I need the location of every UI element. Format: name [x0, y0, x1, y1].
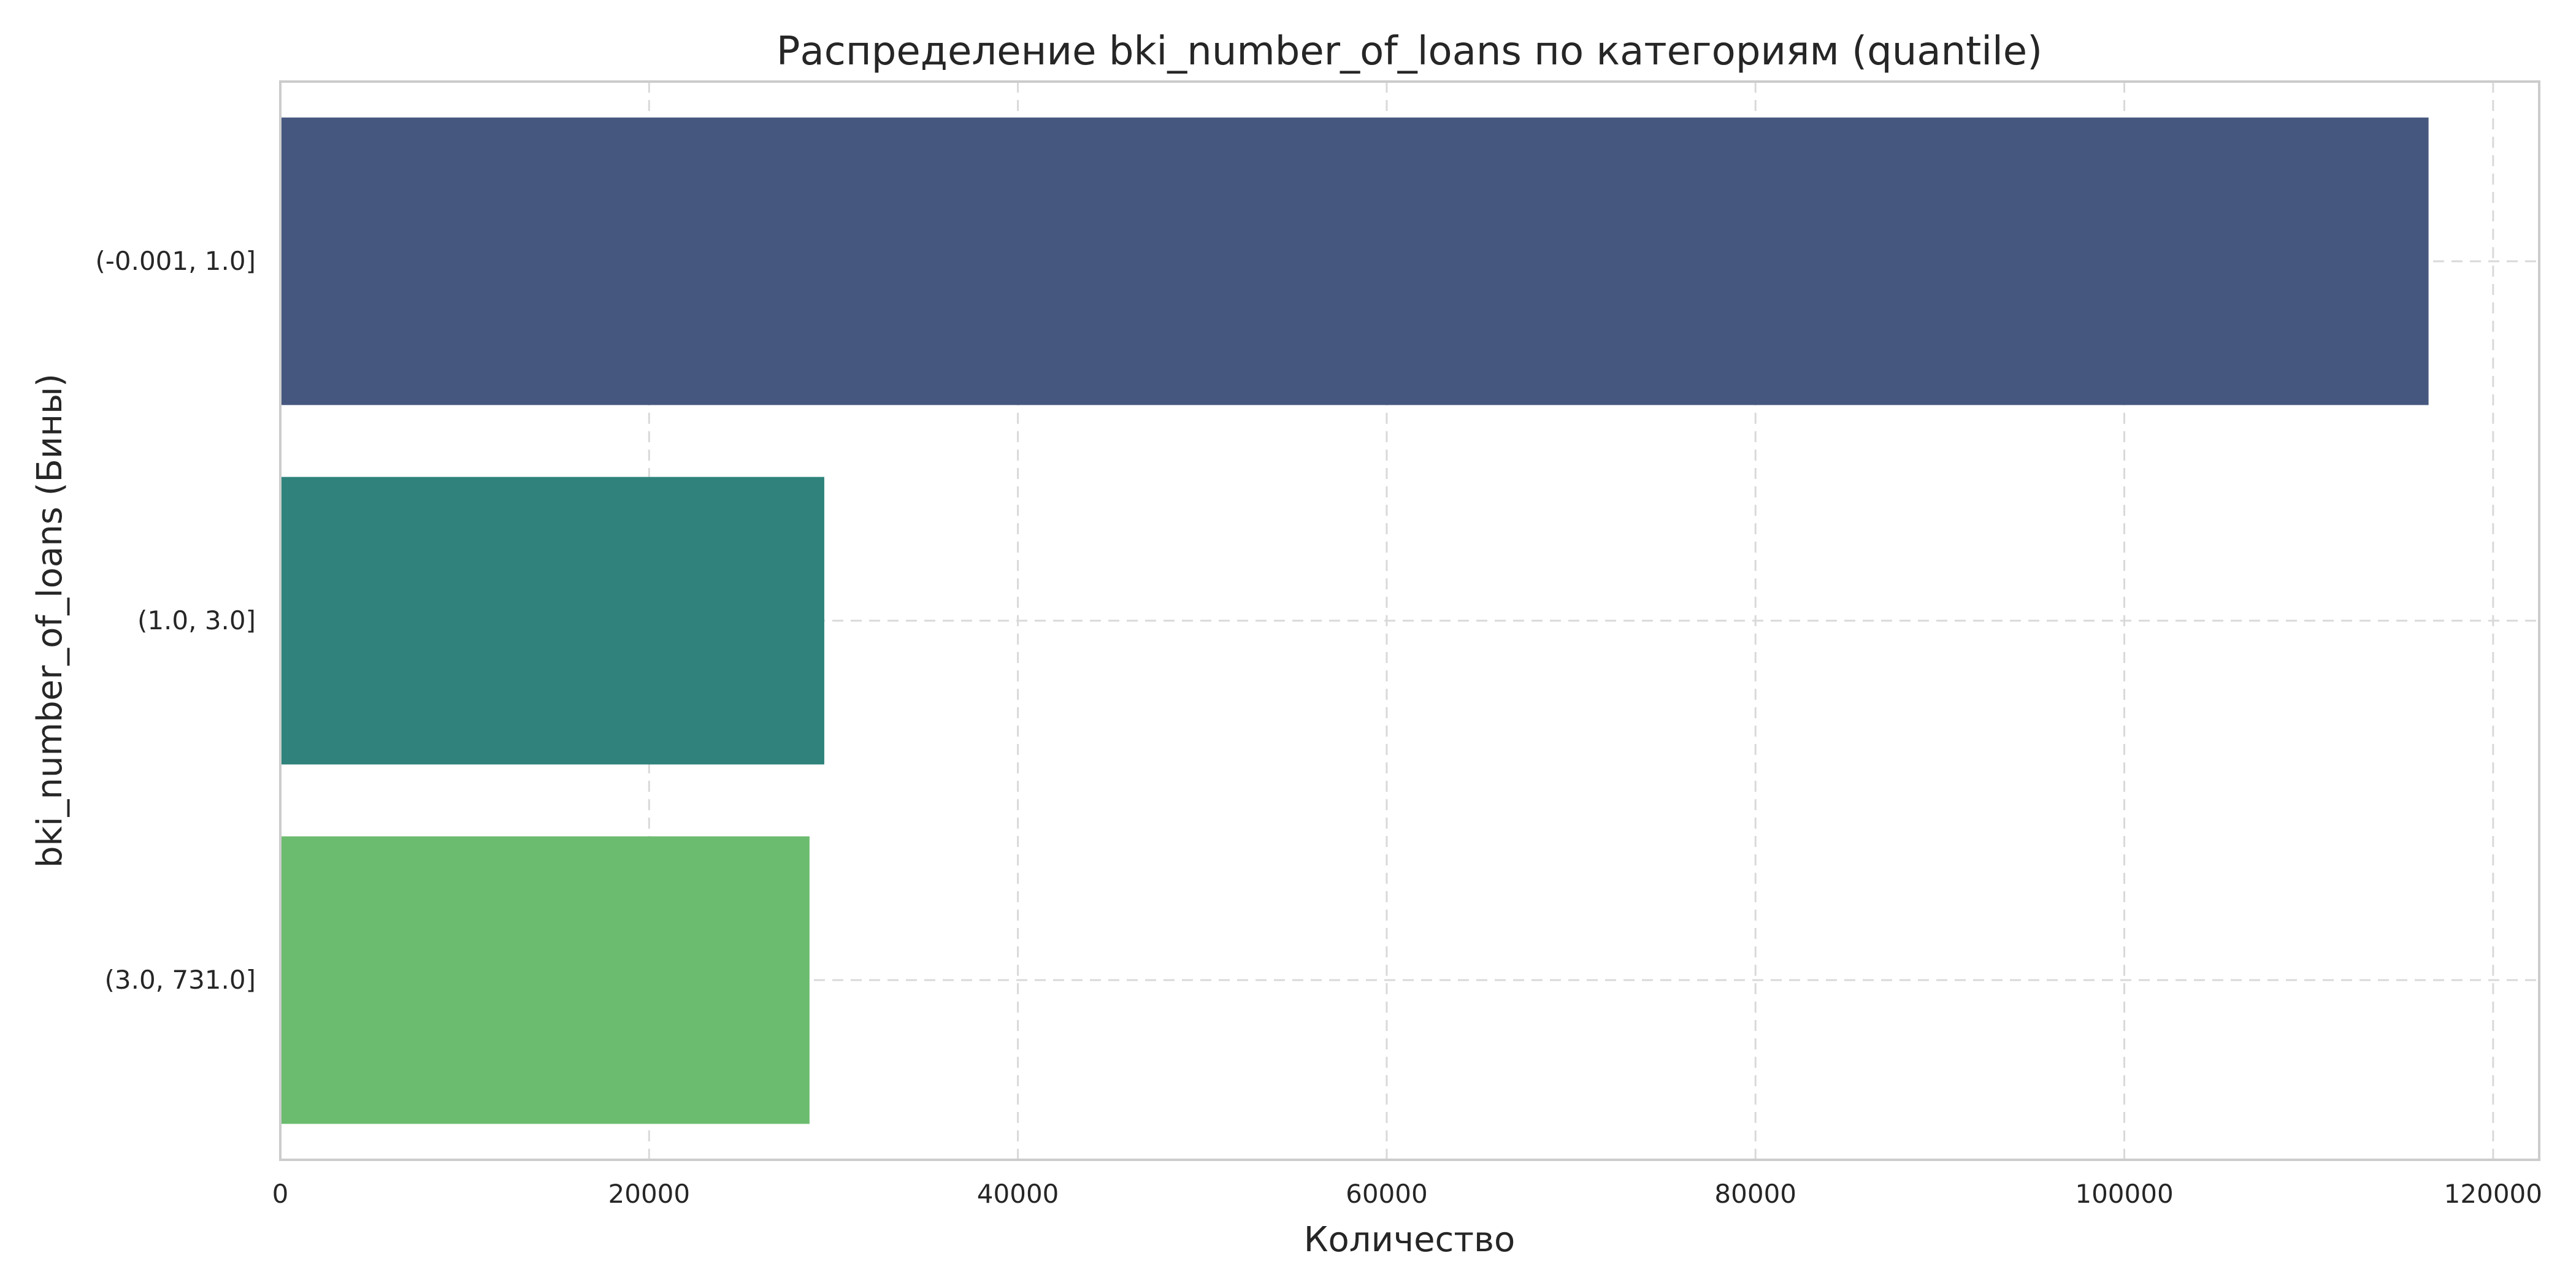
- chart-title: Распределение bki_number_of_loans по кат…: [776, 29, 2042, 74]
- y-tick-label: (3.0, 731.0]: [104, 965, 256, 995]
- plot-frame: [279, 80, 2540, 1161]
- bars: [280, 117, 2429, 1124]
- y-tick-label: (1.0, 3.0]: [137, 605, 256, 635]
- bar: [280, 117, 2429, 405]
- y-axis-label: bki_number_of_loans (Бины): [30, 374, 70, 868]
- x-tick-label: 120000: [2444, 1179, 2542, 1209]
- bar: [280, 836, 810, 1124]
- bar: [280, 477, 824, 765]
- x-tick-label: 100000: [2075, 1179, 2173, 1209]
- x-tick-label: 60000: [1346, 1179, 1428, 1209]
- y-axis-ticks: (-0.001, 1.0] (1.0, 3.0] (3.0, 731.0]: [95, 246, 256, 995]
- x-axis-ticks: 0 20000 40000 60000 80000 100000 120000: [272, 1179, 2542, 1209]
- x-axis-label: Количество: [1304, 1220, 1515, 1260]
- x-tick-label: 20000: [608, 1179, 691, 1209]
- x-tick-label: 0: [272, 1179, 289, 1209]
- x-tick-label: 40000: [977, 1179, 1059, 1209]
- y-tick-label: (-0.001, 1.0]: [95, 246, 256, 276]
- x-tick-label: 80000: [1714, 1179, 1796, 1209]
